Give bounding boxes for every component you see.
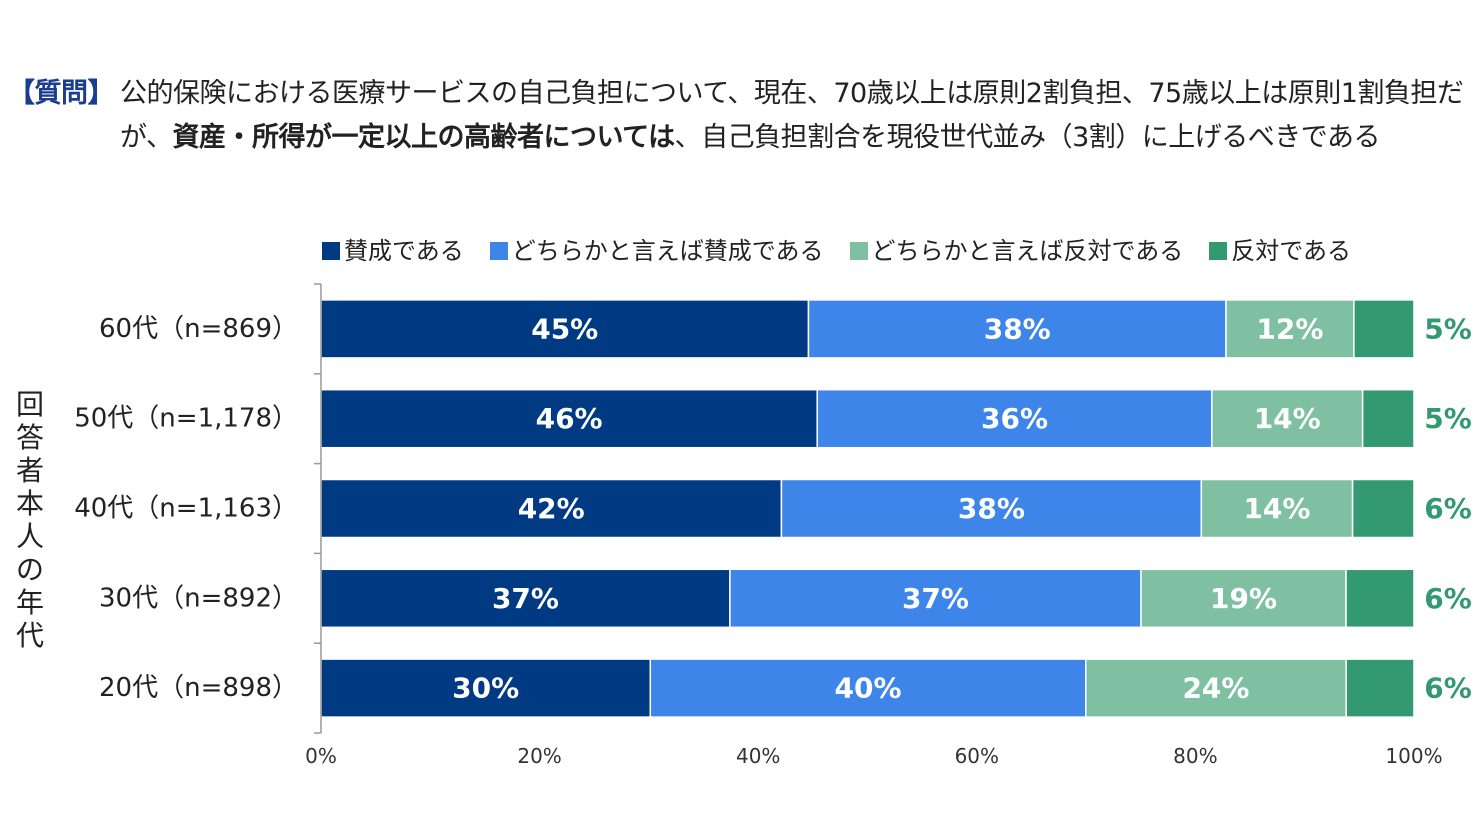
legend-swatch-3 (1209, 242, 1228, 260)
data-label-1-0: 46% (536, 402, 603, 435)
data-label-4-1: 40% (835, 672, 902, 705)
data-label-0-2: 12% (1256, 312, 1323, 345)
data-label-4-3: 6% (1424, 672, 1472, 705)
question-text-after: 、自己負担割合を現役世代並み（3割）に上げるべきである (674, 122, 1381, 153)
question-text: 公的保険における医療サービスの自己負担について、現在、70歳以上は原則2割負担、… (114, 72, 1478, 160)
data-label-4-2: 24% (1182, 672, 1249, 705)
x-tick-label-5: 100% (1385, 744, 1442, 768)
x-tick-label-2: 40% (736, 744, 780, 768)
legend-swatch-1 (489, 242, 508, 260)
x-tick-label-0: 0% (305, 744, 337, 768)
data-label-2-1: 38% (958, 492, 1025, 525)
y-axis-title: 回答者本人の年代 (15, 388, 44, 652)
data-label-0-3: 5% (1424, 312, 1472, 345)
bar-segment-2-3 (1351, 478, 1415, 539)
legend-label-2: どちらかと言えば反対である (871, 237, 1184, 265)
bar-segment-4-2 (1085, 658, 1347, 718)
legend-item-3: 反対である (1209, 236, 1351, 266)
bar-segment-1-0 (320, 388, 818, 449)
bar-segment-2-2 (1200, 478, 1354, 539)
data-label-0-0: 45% (531, 312, 598, 345)
bar-segment-2-1 (780, 478, 1203, 539)
bar-segment-1-1 (816, 388, 1213, 449)
x-tick-label-1: 20% (517, 744, 561, 768)
bar-segment-1-3 (1361, 388, 1415, 449)
data-label-0-1: 38% (984, 312, 1051, 345)
bar-segment-0-0 (320, 299, 810, 359)
legend-label-0: 賛成である (344, 237, 464, 265)
bar-segment-2-0 (320, 478, 783, 539)
question-block: 【質問】 公的保険における医療サービスの自己負担について、現在、70歳以上は原則… (8, 72, 1478, 160)
category-label-2: 40代（n=1,163） (74, 494, 298, 524)
bar-segment-4-1 (649, 658, 1087, 718)
x-tick-label-3: 60% (955, 744, 999, 768)
data-label-3-2: 19% (1210, 582, 1277, 615)
question-label: 【質問】 (8, 78, 115, 109)
bar-segment-3-3 (1345, 568, 1415, 629)
bar-segment-0-3 (1353, 299, 1415, 359)
bar-segment-0-2 (1225, 299, 1355, 359)
legend-swatch-2 (849, 242, 868, 260)
bar-segment-3-0 (320, 568, 731, 629)
legend-item-2: どちらかと言えば反対である (849, 236, 1184, 266)
question-text-before: 公的保険における医療サービスの自己負担について、現在、70歳以上は原則2割負担、… (120, 78, 1464, 153)
data-label-4-0: 30% (452, 672, 519, 705)
bar-segment-4-0 (320, 658, 652, 718)
data-label-1-2: 14% (1254, 402, 1321, 435)
chart-legend: 賛成である どちらかと言えば賛成である どちらかと言えば反対である 反対である (322, 236, 1377, 266)
legend-swatch-0 (322, 242, 340, 260)
data-label-3-0: 37% (492, 582, 559, 615)
data-label-2-2: 14% (1243, 492, 1310, 525)
data-label-2-0: 42% (518, 492, 585, 525)
category-label-0: 60代（n=869） (99, 314, 298, 344)
legend-item-0: 賛成である (322, 236, 464, 266)
bar-segment-4-3 (1345, 658, 1415, 718)
category-label-3: 30代（n=892） (99, 583, 298, 613)
data-label-1-3: 5% (1424, 402, 1472, 435)
legend-label-1: どちらかと言えば賛成である (511, 237, 824, 265)
category-label-4: 20代（n=898） (99, 673, 298, 703)
data-label-3-1: 37% (902, 582, 969, 615)
data-label-3-3: 6% (1424, 582, 1472, 615)
data-label-2-3: 6% (1424, 492, 1472, 525)
x-tick-label-4: 80% (1173, 744, 1217, 768)
legend-label-3: 反対である (1231, 237, 1352, 265)
category-label-1: 50代（n=1,178） (74, 404, 298, 434)
data-label-1-1: 36% (981, 402, 1048, 435)
bar-segment-1-2 (1211, 388, 1364, 449)
bar-segment-0-1 (807, 299, 1227, 359)
question-text-bold: 資産・所得が一定以上の高齢者については (172, 122, 675, 153)
legend-item-1: どちらかと言えば賛成である (489, 236, 824, 266)
bar-segment-3-2 (1140, 568, 1347, 629)
